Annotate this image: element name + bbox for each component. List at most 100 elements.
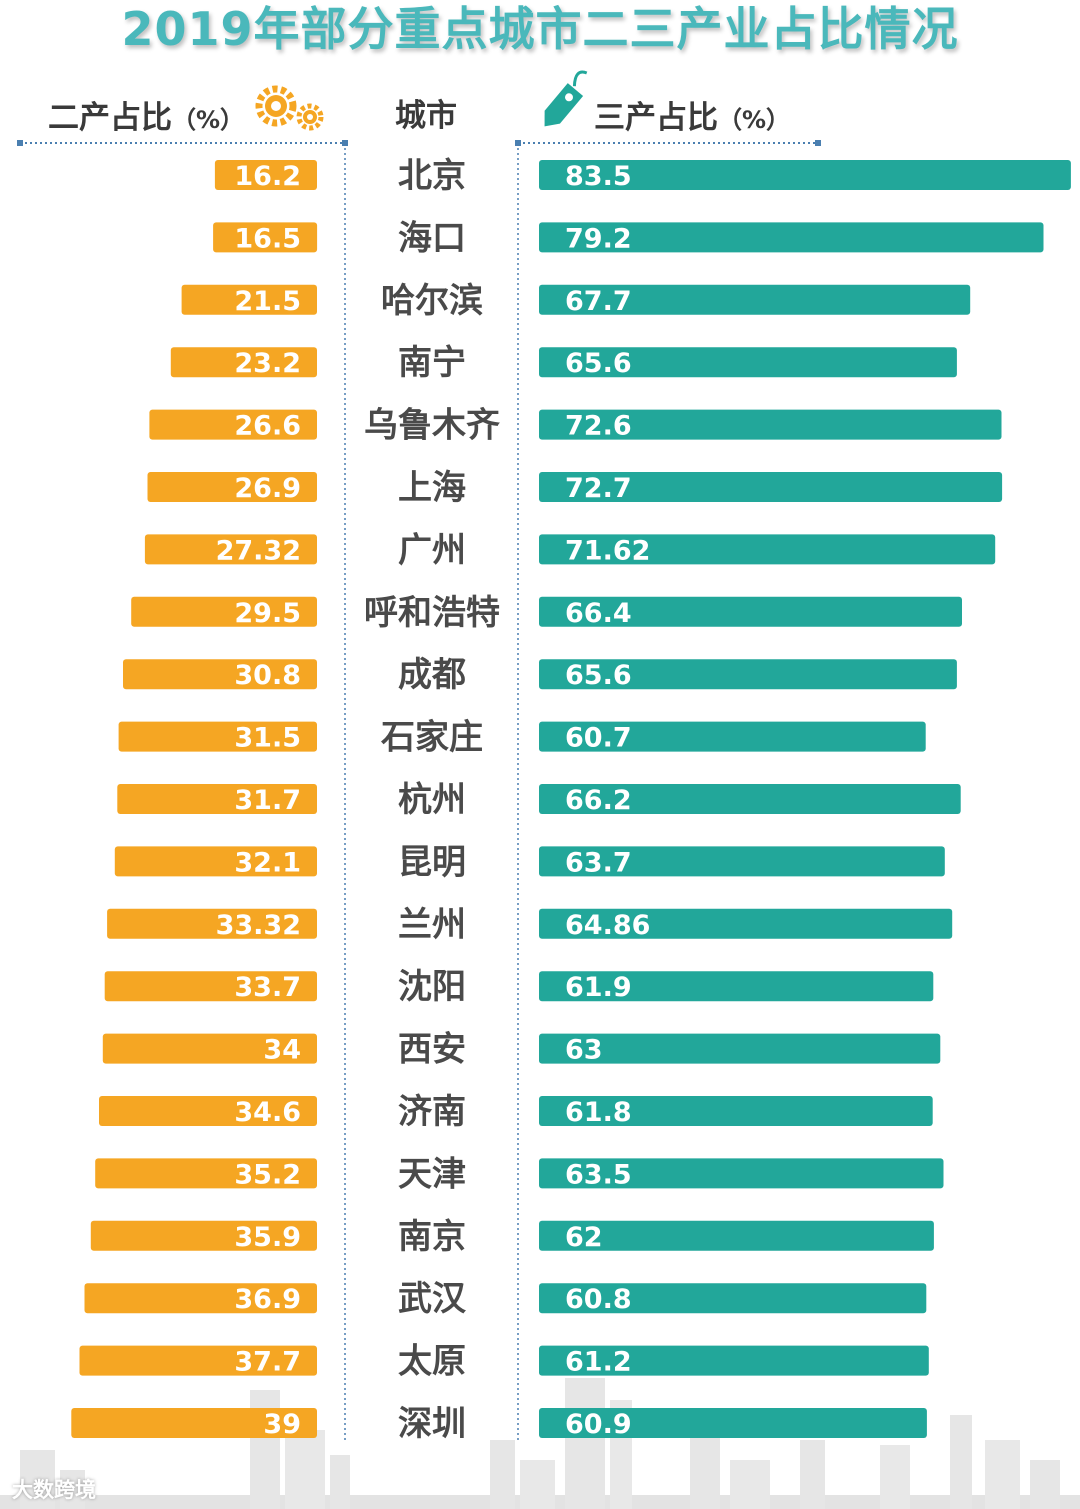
tertiary-value-label: 60.8 [565,1284,632,1315]
secondary-bar [71,1408,317,1438]
secondary-bar [147,472,317,502]
tertiary-bar [539,534,996,565]
tertiary-bar [539,721,926,752]
secondary-bar [114,846,317,877]
tertiary-header-label: 三产占比 [594,100,718,136]
tertiary-header-unit: （%） [718,106,791,134]
gears-icon [255,85,324,131]
secondary-header-unit: （%） [172,106,245,134]
secondary-value-label: 29.5 [234,598,301,629]
tertiary-bar [539,222,1044,253]
tertiary-bar [539,1096,933,1126]
tertiary-bar [539,659,957,690]
secondary-bar [181,284,317,315]
city-label: 南京 [398,1217,466,1257]
tertiary-value-label: 65.6 [565,348,632,379]
secondary-value-label: 31.7 [234,785,301,816]
city-label: 成都 [398,655,466,695]
tertiary-value-label: 66.2 [565,785,632,816]
tertiary-bar [539,1220,934,1251]
secondary-bar [117,784,317,814]
secondary-value-label: 34.6 [234,1097,301,1128]
city-label: 乌鲁木齐 [364,406,500,446]
tertiary-bar [539,1283,927,1314]
tertiary-value-label: 61.8 [565,1097,632,1128]
tertiary-bar [539,784,961,814]
secondary-bar [99,1096,317,1126]
secondary-bar [214,160,317,190]
secondary-value-label: 35.9 [234,1222,301,1253]
city-label: 太原 [398,1342,466,1382]
secondary-bar [95,1158,317,1189]
tertiary-value-label: 64.86 [565,910,650,941]
secondary-bar [107,908,317,939]
secondary-value-label: 34 [263,1035,301,1066]
secondary-value-label: 37.7 [234,1347,301,1378]
city-label: 昆明 [398,842,466,882]
tertiary-bar [539,284,971,315]
secondary-bar [213,222,318,253]
secondary-value-label: 26.9 [234,473,301,504]
tertiary-value-label: 65.6 [565,660,632,691]
city-label: 海口 [398,218,466,258]
secondary-value-label: 35.2 [234,1159,301,1190]
city-label: 杭州 [398,780,466,820]
city-label: 呼和浩特 [364,593,500,633]
secondary-value-label: 33.7 [234,972,301,1003]
secondary-value-label: 26.6 [234,411,301,442]
tertiary-bar [539,846,945,877]
tertiary-value-label: 62 [565,1222,603,1253]
secondary-industry-header: 二产占比（%） [48,92,244,137]
city-label: 深圳 [398,1404,466,1444]
city-label: 济南 [398,1092,466,1132]
secondary-bar [144,534,317,565]
secondary-value-label: 33.32 [216,910,301,941]
city-header: 城市 [395,98,457,134]
secondary-value-label: 27.32 [216,535,301,566]
tertiary-bar [539,1345,929,1376]
secondary-value-label: 21.5 [234,286,301,317]
tertiary-value-label: 83.5 [565,161,632,192]
city-label: 南宁 [398,343,466,383]
city-label: 广州 [398,530,466,570]
secondary-value-label: 36.9 [234,1284,301,1315]
tertiary-bar [539,908,953,939]
tertiary-bar [539,1158,944,1189]
city-label: 武汉 [398,1279,467,1319]
tertiary-value-label: 71.62 [565,535,650,566]
secondary-bar [104,971,317,1002]
secondary-bar [90,1220,317,1251]
secondary-value-label: 31.5 [234,723,301,754]
tertiary-industry-header: 三产占比（%） [594,92,790,137]
tertiary-bar [539,1033,941,1064]
secondary-bar [79,1345,317,1376]
tertiary-bar [539,160,1071,190]
tertiary-value-label: 60.9 [565,1409,632,1440]
secondary-bar [131,596,317,627]
tertiary-bar [539,1408,927,1438]
city-label: 沈阳 [398,967,466,1007]
secondary-bar [84,1283,317,1314]
secondary-value-label: 32.1 [234,847,301,878]
tertiary-value-label: 63 [565,1035,603,1066]
tertiary-value-label: 66.4 [565,598,632,629]
tertiary-value-label: 61.9 [565,972,632,1003]
header-underlines [17,140,821,1440]
tertiary-bar [539,596,962,627]
secondary-bar [170,347,317,378]
tertiary-value-label: 60.7 [565,723,632,754]
city-label: 西安 [398,1030,466,1070]
secondary-bar [118,721,317,752]
tertiary-value-label: 61.2 [565,1347,632,1378]
city-label: 兰州 [398,905,466,945]
chart-rows: 16.2 北京 83.5 16.5 海口 79.2 21.5 哈尔滨 67.7 23.2 南宁 65.… [71,156,1071,1444]
chart-title: 2019年部分重点城市二三产业占比情况 [121,2,959,56]
secondary-value-label: 23.2 [234,348,301,379]
secondary-bar [102,1033,317,1064]
secondary-value-label: 39 [263,1409,301,1440]
tertiary-value-label: 67.7 [565,286,632,317]
watermark: 大数跨境 [12,1478,96,1502]
secondary-value-label: 16.2 [234,161,301,192]
tertiary-bar [539,347,957,378]
